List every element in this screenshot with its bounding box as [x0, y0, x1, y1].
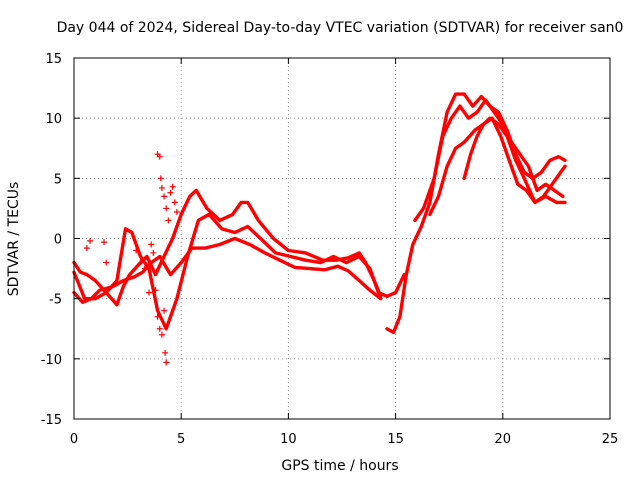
series-track-4 — [385, 92, 567, 335]
x-tick-label: 5 — [177, 432, 185, 447]
y-tick-label: -5 — [49, 293, 62, 308]
x-tick-label: 0 — [70, 432, 78, 447]
scatter-point — [158, 184, 165, 191]
scatter-point — [161, 307, 168, 314]
scatter-point — [162, 349, 169, 356]
y-tick-label: 0 — [54, 233, 62, 248]
scatter-point — [158, 331, 165, 338]
scatter-point — [87, 237, 94, 244]
scatter-point — [173, 209, 180, 216]
y-tick-label: 15 — [45, 52, 62, 67]
x-axis-label: GPS time / hours — [281, 458, 398, 474]
scatter-point — [156, 153, 163, 160]
x-tick-label: 20 — [495, 432, 512, 447]
series-track-6 — [428, 116, 567, 217]
y-axis-label: SDTVAR / TECUs — [6, 182, 22, 297]
chart-title: Day 044 of 2024, Sidereal Day-to-day VTE… — [57, 20, 624, 36]
scatter-point — [141, 265, 148, 272]
axes: 0 5 10 15 20 25 -15 -10 -5 0 5 10 15 — [41, 52, 619, 447]
series-track-3 — [72, 236, 383, 304]
scatter-point — [83, 245, 90, 252]
scatter-point — [103, 259, 110, 266]
y-tick-label: 10 — [45, 112, 62, 127]
x-tick-label: 25 — [602, 432, 619, 447]
y-tick-label: 5 — [54, 172, 62, 187]
scatter-point — [169, 183, 176, 190]
scatter-point — [157, 175, 164, 182]
scatter-point — [148, 241, 155, 248]
series-group — [72, 92, 567, 335]
grid — [74, 58, 610, 419]
scatter-point — [150, 249, 157, 256]
scatter-point — [167, 189, 174, 196]
scatter-point — [163, 359, 170, 366]
x-tick-label: 15 — [387, 432, 404, 447]
scatter-point — [165, 217, 172, 224]
scatter-point — [133, 247, 140, 254]
scatter-point — [161, 193, 168, 200]
scatter-markers — [83, 151, 180, 366]
scatter-point — [101, 239, 108, 246]
series-track-5 — [413, 98, 565, 223]
scatter-point — [139, 257, 146, 264]
scatter-point — [163, 205, 170, 212]
series-track-2 — [72, 212, 406, 331]
scatter-point — [152, 287, 159, 294]
x-tick-label: 10 — [280, 432, 297, 447]
scatter-point — [146, 289, 153, 296]
series-track-7 — [462, 116, 567, 205]
y-tick-label: -15 — [41, 413, 62, 428]
scatter-point — [171, 199, 178, 206]
y-tick-label: -10 — [41, 353, 62, 368]
scatter-point — [154, 313, 161, 320]
scatter-point — [156, 325, 163, 332]
series-track-1 — [72, 188, 383, 307]
